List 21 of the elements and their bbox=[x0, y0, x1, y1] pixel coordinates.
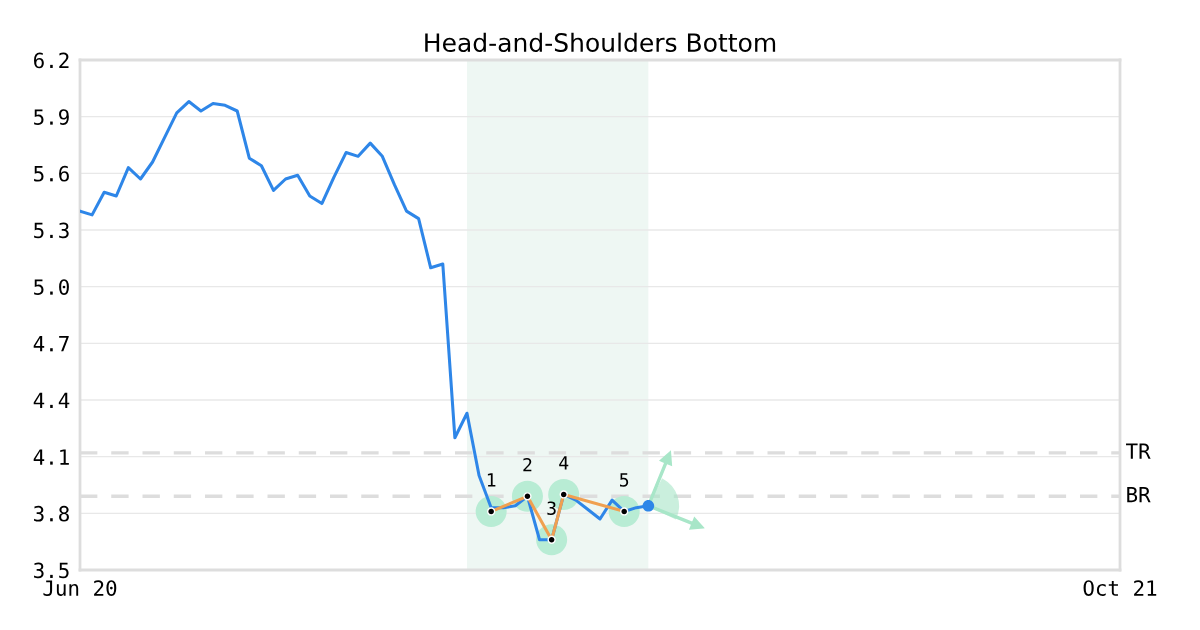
y-tick-label: 3.5 bbox=[34, 562, 69, 579]
ref-line-label: TR bbox=[1126, 443, 1151, 459]
y-tick-label: 3.8 bbox=[34, 505, 69, 522]
annotation: 1 bbox=[487, 473, 496, 487]
y-tick-label: 5.6 bbox=[34, 165, 69, 182]
point bbox=[642, 499, 655, 512]
y-tick-label: 5.0 bbox=[34, 279, 69, 295]
x-tick-label: Oct 21 bbox=[1083, 580, 1157, 596]
y-tick-label: 5.9 bbox=[34, 109, 69, 125]
annotation: 5 bbox=[620, 473, 629, 487]
annotation: 2 bbox=[523, 457, 532, 472]
y-tick-label: 4.1 bbox=[33, 449, 69, 465]
y-tick-label: 5.3 bbox=[34, 222, 69, 239]
chart-title: Head-and-Shoulders Bottom bbox=[425, 32, 776, 53]
y-tick-label: 4.7 bbox=[33, 336, 69, 352]
y-tick-label: 6.2 bbox=[34, 52, 69, 69]
annotation: 3 bbox=[547, 501, 556, 516]
x-tick-label: Jun 20 bbox=[43, 580, 117, 596]
ref-line-label: BR bbox=[1127, 486, 1151, 503]
y-tick-label: 4.4 bbox=[33, 392, 70, 408]
annotation: 4 bbox=[559, 456, 569, 470]
